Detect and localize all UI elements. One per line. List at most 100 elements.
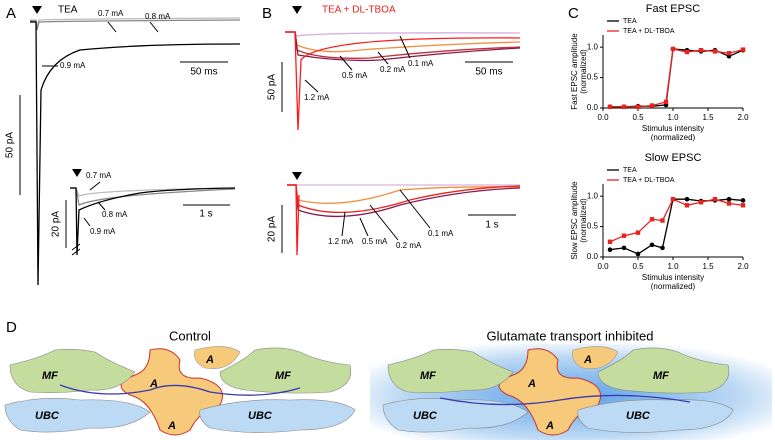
x-tick-label: 1.5 [702, 262, 714, 271]
y-tick-label: 1.0 [587, 191, 599, 200]
panel-label: A [6, 5, 16, 22]
scale-label: 50 ms [475, 67, 502, 78]
diagram-title: Glutamate transport inhibited [487, 328, 654, 343]
data-point [660, 245, 665, 251]
scale-label: 50 pA [267, 74, 278, 100]
x-tick-label: 2.0 [737, 262, 749, 271]
pointer [304, 79, 319, 93]
data-point [621, 245, 627, 251]
cell-label: UBC [413, 410, 438, 422]
data-point [635, 230, 641, 235]
trace-label: 0.1 mA [408, 59, 434, 68]
series-line [609, 198, 744, 243]
cell-label: A [149, 378, 158, 390]
panel-title: TEA + DL-TBOA [322, 5, 396, 16]
x-axis-label: Stimulus intensity [642, 124, 704, 133]
trace-label: 0.9 mA [90, 227, 116, 236]
pointer [341, 211, 346, 237]
pointer [83, 217, 91, 227]
legend-label: TEA + DL-TBOA [623, 177, 675, 184]
trace [70, 187, 236, 206]
data-point [621, 233, 627, 238]
pointer [107, 21, 117, 33]
data-point [740, 203, 746, 208]
cell-label: MF [275, 370, 291, 382]
panel-label: C [568, 5, 579, 22]
data-point [726, 201, 732, 206]
data-point [670, 46, 676, 52]
trace-label: 0.2 mA [380, 65, 406, 74]
x-tick-label: 0.0 [597, 113, 609, 122]
scale-label: 20 pA [267, 216, 278, 242]
data-point [649, 103, 655, 108]
cell-label: UBC [626, 410, 651, 422]
cell-label: MF [42, 370, 58, 382]
x-tick-label: 1.0 [667, 113, 679, 122]
panel-d: Control Glutamate transport inhibited MF… [4, 328, 772, 440]
data-point [607, 104, 613, 109]
scale-label: 50 ms [190, 67, 217, 78]
trace-label: 0.2 mA [396, 241, 422, 250]
trace-label: 0.8 mA [145, 12, 171, 21]
data-point [684, 203, 690, 208]
data-point [635, 104, 641, 109]
pointer [97, 201, 106, 211]
trace [287, 184, 521, 204]
y-tick-label: 0.0 [587, 103, 599, 112]
data-point [635, 251, 641, 257]
trace [287, 184, 521, 214]
break-mark [71, 243, 81, 251]
data-point [698, 48, 704, 53]
data-point [670, 197, 676, 202]
data-point [607, 247, 613, 252]
y-tick-label: 0.5 [587, 222, 599, 231]
panel-b: TEA + DL-TBOA 1.2 mA 0.5 mA 0.2 mA 0.1 m… [267, 5, 521, 256]
scale-label: 50 pA [5, 132, 16, 158]
stim-arrow [292, 6, 302, 14]
x-tick-label: 0.5 [632, 262, 644, 271]
cell-label: MF [653, 370, 669, 382]
data-point [698, 200, 704, 205]
trace-label: 0.5 mA [362, 237, 388, 246]
chart-title: Slow EPSC [645, 152, 702, 164]
data-point [663, 99, 669, 105]
trace [285, 31, 521, 62]
scale-label: 1 s [199, 209, 212, 220]
charts: Fast EPSC 0.0 0.5 1.0 0.0 0.5 1.0 1.5 2.0 Stimulu… [570, 3, 749, 291]
arrow-path [439, 394, 691, 406]
panel-label: B [262, 5, 272, 22]
y-axis-label: Fast EPSC amplitude [570, 33, 579, 110]
panel-a: TEA 0.7 mA 0.8 mA 0.9 mA 50 ms 50 pA 0.7… [5, 5, 241, 286]
break-mark [71, 248, 81, 256]
cell-label: MF [420, 370, 436, 382]
series-line [610, 48, 744, 108]
trace [285, 31, 521, 59]
trace [287, 184, 300, 256]
data-point [712, 49, 718, 54]
trace [70, 187, 236, 256]
pointer [399, 189, 431, 229]
series-line [610, 48, 744, 108]
stim-arrow [292, 172, 302, 180]
data-point [660, 218, 665, 223]
pointer [149, 21, 159, 33]
y-tick-label: 0.5 [587, 73, 599, 82]
cell-label: A [527, 378, 536, 390]
diagram-title: Control [169, 328, 211, 343]
legend-label: TEA [623, 18, 637, 25]
data-point [726, 196, 732, 202]
pointer [89, 181, 101, 191]
stim-arrow [32, 6, 42, 14]
data-point [649, 242, 655, 248]
trace-label: 0.8 mA [102, 210, 128, 219]
trace-label: 0.9 mA [60, 61, 86, 70]
x-tick-label: 1.0 [667, 262, 679, 271]
x-axis-label: Stimulus intensity [642, 273, 704, 282]
legend-label: TEA [623, 167, 637, 174]
trace-label: 0.1 mA [428, 229, 454, 238]
scale-label: 20 pA [51, 211, 62, 237]
trace-label: 1.2 mA [304, 93, 330, 102]
data-point [740, 47, 746, 52]
trace-label: 1.2 mA [328, 237, 354, 246]
data-point [684, 196, 690, 202]
